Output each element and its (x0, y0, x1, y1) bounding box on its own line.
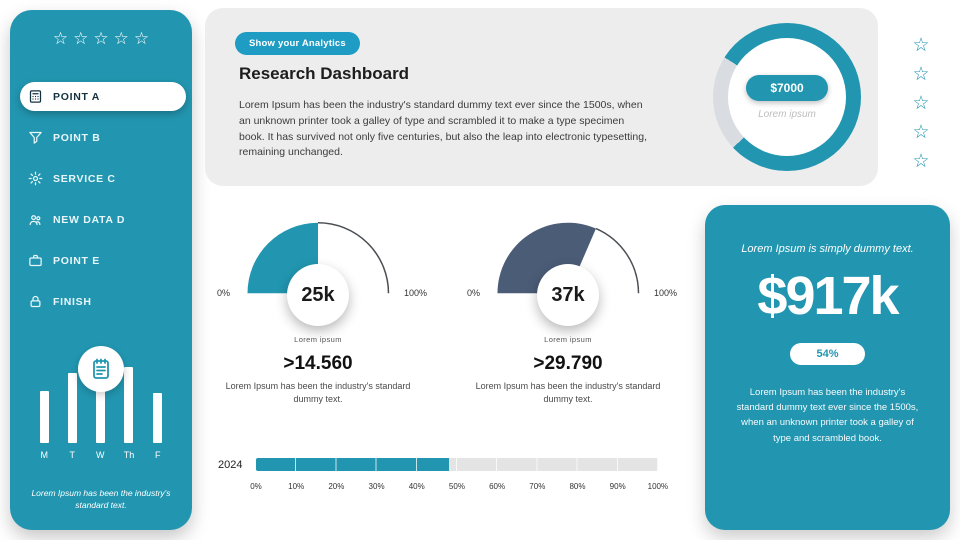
kpi-panel: Lorem Ipsum is simply dummy text. $917k … (705, 205, 950, 530)
progress-track (256, 458, 658, 471)
sidebar-item-point-b[interactable]: POINT B (20, 123, 182, 152)
gauge-max-label: 100% (403, 288, 427, 298)
gauge-value: 25k (301, 283, 335, 306)
kpi-percent-badge: 54% (790, 343, 865, 365)
star-icon: ☆ (912, 93, 930, 114)
tick-label: 0% (250, 482, 262, 491)
gauge-value-badge: 37k (537, 264, 599, 326)
bar-day-label: Th (123, 450, 135, 460)
sidebar-item-finish[interactable]: FINISH (20, 287, 182, 316)
sidebar-item-label: SERVICE C (53, 172, 116, 185)
kpi-description: Lorem Ipsum has been the industry's stan… (736, 387, 919, 444)
bar-day-label: T (69, 450, 75, 460)
funnel-icon (28, 130, 43, 145)
sidebar-item-point-e[interactable]: POINT E (20, 246, 182, 275)
header-description: Lorem Ipsum has been the industry's stan… (239, 99, 647, 159)
gauge-sublabel: Lorem ipsum (294, 335, 342, 344)
gauge-max-label: 100% (653, 288, 677, 298)
tick-label: 100% (647, 482, 669, 491)
bar-day-label: W (95, 450, 105, 460)
tick-label: 40% (408, 482, 425, 491)
donut-value-badge: $7000 (746, 74, 828, 101)
star-icon: ☆ (912, 35, 930, 56)
tick-label: 50% (448, 482, 465, 491)
gauge-value-badge: 25k (287, 264, 349, 326)
bar (67, 373, 77, 443)
star-icon: ☆ (133, 29, 150, 48)
bar (153, 393, 163, 443)
star-icon: ☆ (912, 64, 930, 85)
tick-label: 20% (328, 482, 345, 491)
sidebar-menu: POINT A POINT B SERVICE C NEW DATA D POINT E… (10, 82, 192, 316)
header-card: Show your Analytics Research Dashboard L… (205, 8, 878, 186)
sidebar-item-service-c[interactable]: SERVICE C (20, 164, 182, 193)
gauge-min-label: 0% (217, 288, 231, 298)
sidebar-caption: Lorem Ipsum has been the industry's stan… (31, 487, 171, 511)
bar-column: M (39, 391, 49, 460)
stat-value: >14.560 (283, 353, 353, 374)
tick-label: 30% (368, 482, 385, 491)
star-icon: ☆ (912, 122, 930, 143)
sidebar-item-label: NEW DATA D (53, 213, 126, 226)
sidebar-item-label: FINISH (53, 295, 92, 308)
progress-ticks: 0% 10% 20% 30% 40% 50% 60% 70% 80% 90% 100% (241, 482, 673, 491)
bar (39, 391, 49, 443)
sidebar-item-new-data-d[interactable]: NEW DATA D (20, 205, 182, 234)
kpi-title: Lorem Ipsum is simply dummy text. (741, 243, 914, 255)
notepad-icon (89, 357, 113, 381)
star-icon: ☆ (73, 29, 89, 48)
stat-caption: Lorem Ipsum has been the industry's stan… (475, 381, 661, 405)
star-icon: ☆ (93, 29, 109, 48)
bar-day-label: M (40, 450, 48, 460)
sidebar-item-point-a[interactable]: POINT A (20, 82, 186, 111)
show-analytics-button[interactable]: Show your Analytics (235, 32, 360, 55)
gauge-value: 37k (551, 283, 585, 306)
star-icon: ☆ (912, 151, 930, 172)
gear-icon (28, 171, 43, 186)
users-icon (28, 212, 43, 227)
tick-label: 70% (529, 482, 546, 491)
gauge-block-1: 0% 100% 25k Lorem ipsum >14.560 Lorem Ip… (208, 218, 428, 406)
bar-column: W (95, 377, 105, 460)
stat-value: >29.790 (533, 353, 603, 374)
briefcase-icon (28, 253, 43, 268)
star-icon: ☆ (52, 29, 69, 48)
stat-caption: Lorem Ipsum has been the industry's stan… (225, 381, 411, 405)
sidebar-bar-chart: M T W Th F (10, 367, 192, 460)
tick-label: 10% (288, 482, 305, 491)
progress-year-label: 2024 (218, 458, 243, 471)
calculator-icon (28, 89, 43, 104)
bar (95, 377, 105, 443)
tick-label: 80% (569, 482, 586, 491)
lock-icon (28, 294, 43, 309)
sidebar-item-label: POINT A (53, 90, 101, 103)
notepad-badge (78, 346, 124, 392)
bar-day-label: F (155, 450, 161, 460)
bar-column: Th (123, 367, 135, 460)
bar (124, 367, 134, 443)
sidebar-item-label: POINT E (53, 254, 100, 267)
bar-column: T (67, 373, 77, 460)
donut-chart: $7000 Lorem ipsum (713, 23, 861, 171)
gauge-chart-2: 0% 100% 37k (467, 218, 677, 326)
tick-label: 60% (489, 482, 506, 491)
tick-label: 90% (609, 482, 626, 491)
gauge-chart-1: 0% 100% 25k (217, 218, 427, 326)
donut-sublabel: Lorem ipsum (758, 108, 816, 120)
kpi-big-value: $917k (757, 266, 899, 326)
gauge-sublabel: Lorem ipsum (544, 335, 592, 344)
progress-bar-row: 2024 (218, 458, 658, 471)
star-icon: ☆ (113, 29, 129, 48)
rating-stars: ☆ ☆ ☆ ☆ ☆ (905, 36, 937, 171)
gauge-min-label: 0% (467, 288, 481, 298)
donut-center: $7000 Lorem ipsum (728, 38, 846, 156)
sidebar-item-label: POINT B (53, 131, 101, 144)
bar-column: F (153, 393, 163, 460)
sidebar-stars: ☆ ☆ ☆ ☆ ☆ (10, 30, 192, 47)
page-title: Research Dashboard (239, 64, 410, 83)
progress-fill (256, 458, 449, 471)
gauge-block-2: 0% 100% 37k Lorem ipsum >29.790 Lorem Ip… (458, 218, 678, 406)
